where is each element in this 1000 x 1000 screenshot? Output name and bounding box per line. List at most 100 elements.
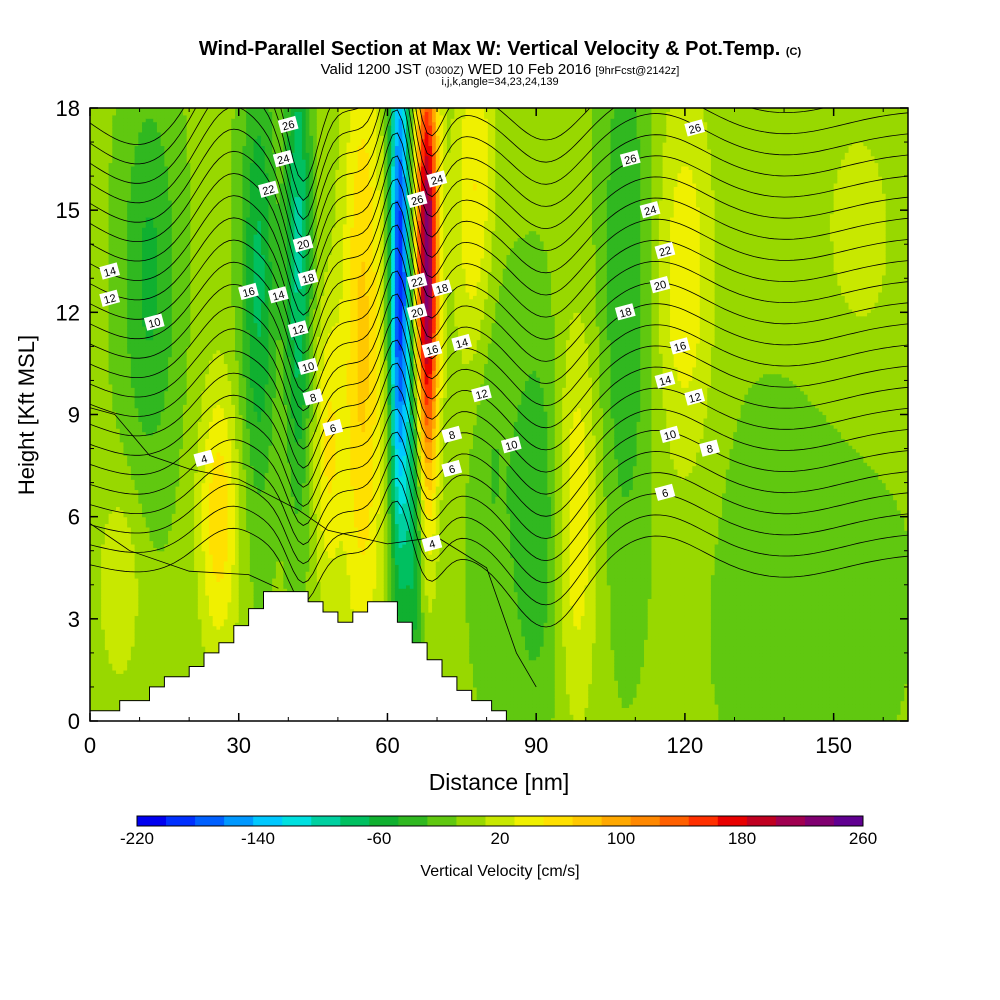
field-cell: [116, 213, 121, 218]
field-cell: [138, 162, 143, 167]
field-cell: [112, 526, 117, 531]
field-cell: [179, 142, 184, 147]
field-cell: [101, 206, 106, 211]
field-cell: [90, 537, 95, 542]
field-cell: [186, 547, 191, 552]
field-cell: [186, 455, 191, 460]
field-cell: [156, 131, 162, 136]
field-cell: [108, 199, 113, 204]
field-cell: [130, 567, 136, 572]
field-cell: [116, 360, 121, 365]
field-cell: [164, 489, 169, 494]
field-cell: [119, 162, 125, 167]
field-cell: [145, 203, 151, 208]
field-cell: [175, 571, 180, 576]
field-cell: [145, 649, 151, 654]
field-cell: [123, 329, 128, 334]
field-cell: [93, 244, 99, 249]
field-cell: [104, 356, 110, 361]
field-cell: [123, 172, 128, 177]
field-cell: [138, 581, 143, 586]
field-cell: [119, 400, 125, 405]
field-cell: [123, 135, 128, 140]
field-cell: [149, 496, 154, 501]
field-cell: [138, 227, 143, 232]
field-cell: [108, 577, 113, 582]
field-cell: [186, 234, 191, 239]
field-cell: [145, 264, 151, 269]
field-cell: [175, 363, 180, 368]
field-cell: [108, 169, 113, 174]
field-cell: [112, 601, 117, 606]
field-cell: [142, 128, 147, 133]
field-cell: [116, 394, 121, 399]
field-cell: [182, 155, 188, 160]
field-cell: [164, 458, 169, 463]
field-cell: [130, 605, 136, 610]
field-cell: [93, 366, 99, 371]
field-cell: [149, 380, 154, 385]
field-cell: [168, 349, 173, 354]
field-cell: [142, 489, 147, 494]
field-cell: [130, 438, 136, 443]
field-cell: [160, 380, 165, 385]
field-cell: [190, 537, 195, 542]
field-cell: [101, 560, 106, 565]
field-cell: [104, 560, 110, 565]
field-cell: [116, 193, 121, 198]
field-cell: [149, 472, 154, 477]
field-cell: [171, 349, 177, 354]
field-cell: [149, 577, 154, 582]
field-cell: [93, 486, 99, 491]
field-cell: [138, 646, 143, 651]
field-cell: [149, 400, 154, 405]
field-cell: [127, 353, 132, 358]
field-cell: [93, 663, 99, 668]
field-cell: [145, 635, 151, 640]
field-cell: [138, 601, 143, 606]
field-cell: [160, 254, 165, 259]
field-cell: [108, 380, 113, 385]
field-cell: [134, 635, 139, 640]
field-cell: [104, 615, 110, 620]
field-cell: [108, 346, 113, 351]
field-cell: [104, 234, 110, 239]
field-cell: [97, 312, 102, 317]
field-cell: [93, 499, 99, 504]
field-cell: [90, 210, 95, 215]
field-cell: [127, 213, 132, 218]
field-cell: [108, 373, 113, 378]
field-cell: [138, 543, 143, 548]
field-cell: [171, 482, 177, 487]
field-cell: [164, 165, 169, 170]
field-cell: [116, 649, 121, 654]
field-cell: [164, 152, 169, 157]
field-cell: [164, 114, 169, 119]
field-cell: [145, 131, 151, 136]
field-cell: [116, 482, 121, 487]
field-cell: [97, 390, 102, 395]
field-cell: [90, 615, 95, 620]
field-cell: [164, 131, 169, 136]
field-cell: [123, 434, 128, 439]
field-cell: [186, 230, 191, 235]
field-cell: [127, 114, 132, 119]
field-cell: [93, 363, 99, 368]
field-cell: [171, 138, 177, 143]
field-cell: [97, 216, 102, 221]
field-cell: [168, 336, 173, 341]
field-cell: [112, 635, 117, 640]
field-cell: [175, 302, 180, 307]
field-cell: [175, 370, 180, 375]
field-cell: [134, 666, 139, 671]
field-cell: [168, 237, 173, 242]
field-cell: [138, 431, 143, 436]
field-cell: [134, 165, 139, 170]
field-cell: [182, 394, 188, 399]
field-cell: [179, 618, 184, 623]
field-cell: [93, 346, 99, 351]
field-cell: [90, 588, 95, 593]
field-cell: [175, 332, 180, 337]
field-cell: [156, 489, 162, 494]
field-cell: [168, 325, 173, 330]
